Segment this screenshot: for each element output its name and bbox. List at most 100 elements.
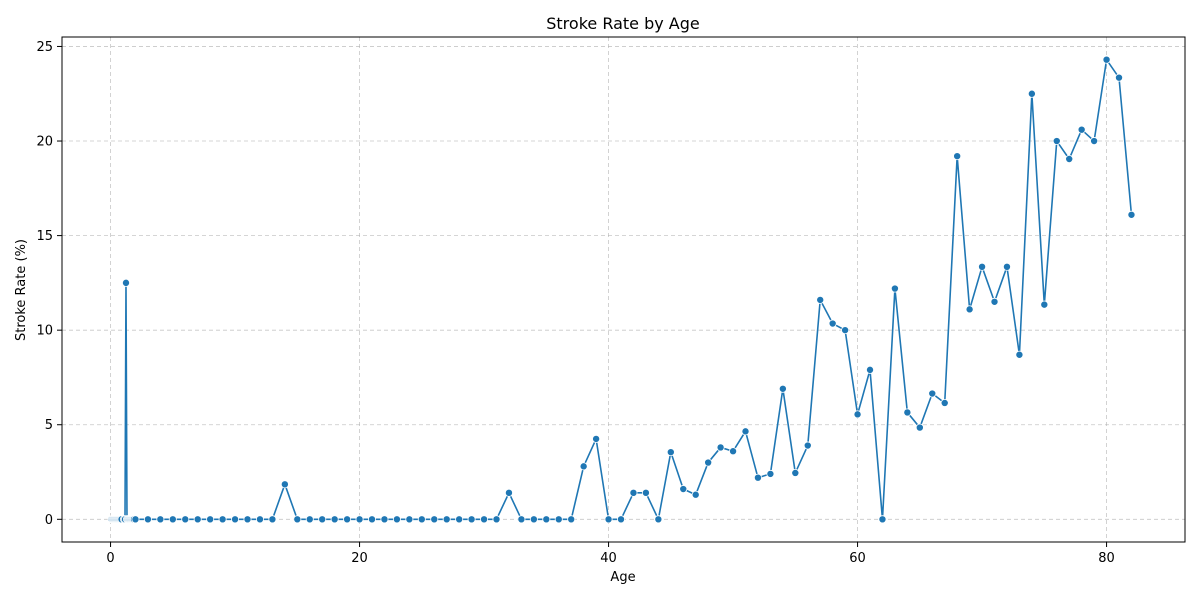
- series-line: [111, 58, 1133, 521]
- data-point: [878, 515, 887, 524]
- data-point: [504, 488, 513, 497]
- data-point: [641, 488, 650, 497]
- data-point: [121, 278, 130, 287]
- data-point: [255, 515, 264, 524]
- data-point: [1002, 262, 1011, 271]
- data-point: [928, 389, 937, 398]
- data-point: [617, 515, 626, 524]
- data-point: [1127, 210, 1136, 219]
- data-point: [579, 462, 588, 471]
- data-point: [915, 423, 924, 432]
- data-point: [368, 515, 377, 524]
- data-point: [978, 262, 987, 271]
- data-point: [741, 427, 750, 436]
- data-point: [243, 515, 252, 524]
- data-point: [666, 448, 675, 457]
- y-axis-label: Stroke Rate (%): [14, 239, 29, 341]
- data-point: [866, 365, 875, 374]
- data-point: [193, 515, 202, 524]
- data-point: [1065, 154, 1074, 163]
- data-point: [206, 515, 215, 524]
- data-point: [716, 443, 725, 452]
- data-point: [517, 515, 526, 524]
- data-point: [405, 515, 414, 524]
- data-point: [691, 490, 700, 499]
- data-point: [554, 515, 563, 524]
- data-point: [442, 515, 451, 524]
- data-point: [1077, 125, 1086, 134]
- data-point: [953, 152, 962, 161]
- data-point: [841, 326, 850, 335]
- data-point: [654, 515, 663, 524]
- x-tick-label: 60: [849, 551, 866, 566]
- data-point: [766, 469, 775, 478]
- x-tick-label: 40: [600, 551, 617, 566]
- data-point: [156, 515, 165, 524]
- data-point: [778, 384, 787, 393]
- series-stroke-rate: [107, 55, 1136, 524]
- y-tick-label: 10: [36, 324, 53, 339]
- data-point: [965, 305, 974, 314]
- data-point: [791, 468, 800, 477]
- data-point: [355, 515, 364, 524]
- data-point: [592, 434, 601, 443]
- data-point: [380, 515, 389, 524]
- data-point: [729, 447, 738, 456]
- y-tick-label: 0: [45, 513, 53, 528]
- y-tick-label: 20: [36, 135, 53, 150]
- data-point: [629, 488, 638, 497]
- data-point: [1090, 137, 1099, 146]
- data-point: [417, 515, 426, 524]
- data-point: [542, 515, 551, 524]
- data-point: [903, 408, 912, 417]
- plot-frame: [61, 36, 1186, 543]
- data-point: [803, 441, 812, 450]
- data-point: [679, 485, 688, 494]
- x-tick-label: 20: [351, 551, 368, 566]
- data-point: [343, 515, 352, 524]
- grid-lines: [62, 37, 1185, 542]
- data-point: [330, 515, 339, 524]
- data-point: [218, 515, 227, 524]
- data-point: [280, 480, 289, 489]
- data-point: [853, 410, 862, 419]
- data-point: [567, 515, 576, 524]
- data-point: [1102, 55, 1111, 64]
- y-tick-label: 25: [36, 40, 53, 55]
- axes: 0 20 40 60 80 0 5 10 15 20 25: [36, 36, 1186, 566]
- data-point: [181, 515, 190, 524]
- data-point: [467, 515, 476, 524]
- data-point: [305, 515, 314, 524]
- data-point: [318, 515, 327, 524]
- data-point: [828, 319, 837, 328]
- data-point: [293, 515, 302, 524]
- data-point: [529, 515, 538, 524]
- data-point: [990, 297, 999, 306]
- chart-title: Stroke Rate by Age: [546, 14, 700, 33]
- x-tick-label: 80: [1098, 551, 1115, 566]
- x-axis-label: Age: [610, 570, 635, 585]
- data-point: [940, 398, 949, 407]
- data-point: [392, 515, 401, 524]
- data-point: [604, 515, 613, 524]
- data-point: [1115, 73, 1124, 82]
- x-tick-label: 0: [106, 551, 114, 566]
- data-point: [492, 515, 501, 524]
- data-point: [131, 515, 140, 524]
- data-point: [1015, 350, 1024, 359]
- data-point: [1027, 89, 1036, 98]
- data-point: [268, 515, 277, 524]
- data-point: [1052, 137, 1061, 146]
- data-point: [1040, 300, 1049, 309]
- data-point: [816, 295, 825, 304]
- data-point: [430, 515, 439, 524]
- data-point: [168, 515, 177, 524]
- y-tick-label: 5: [45, 418, 53, 433]
- data-point: [704, 458, 713, 467]
- data-point: [143, 515, 152, 524]
- data-point: [753, 473, 762, 482]
- data-point: [890, 284, 899, 293]
- data-point: [455, 515, 464, 524]
